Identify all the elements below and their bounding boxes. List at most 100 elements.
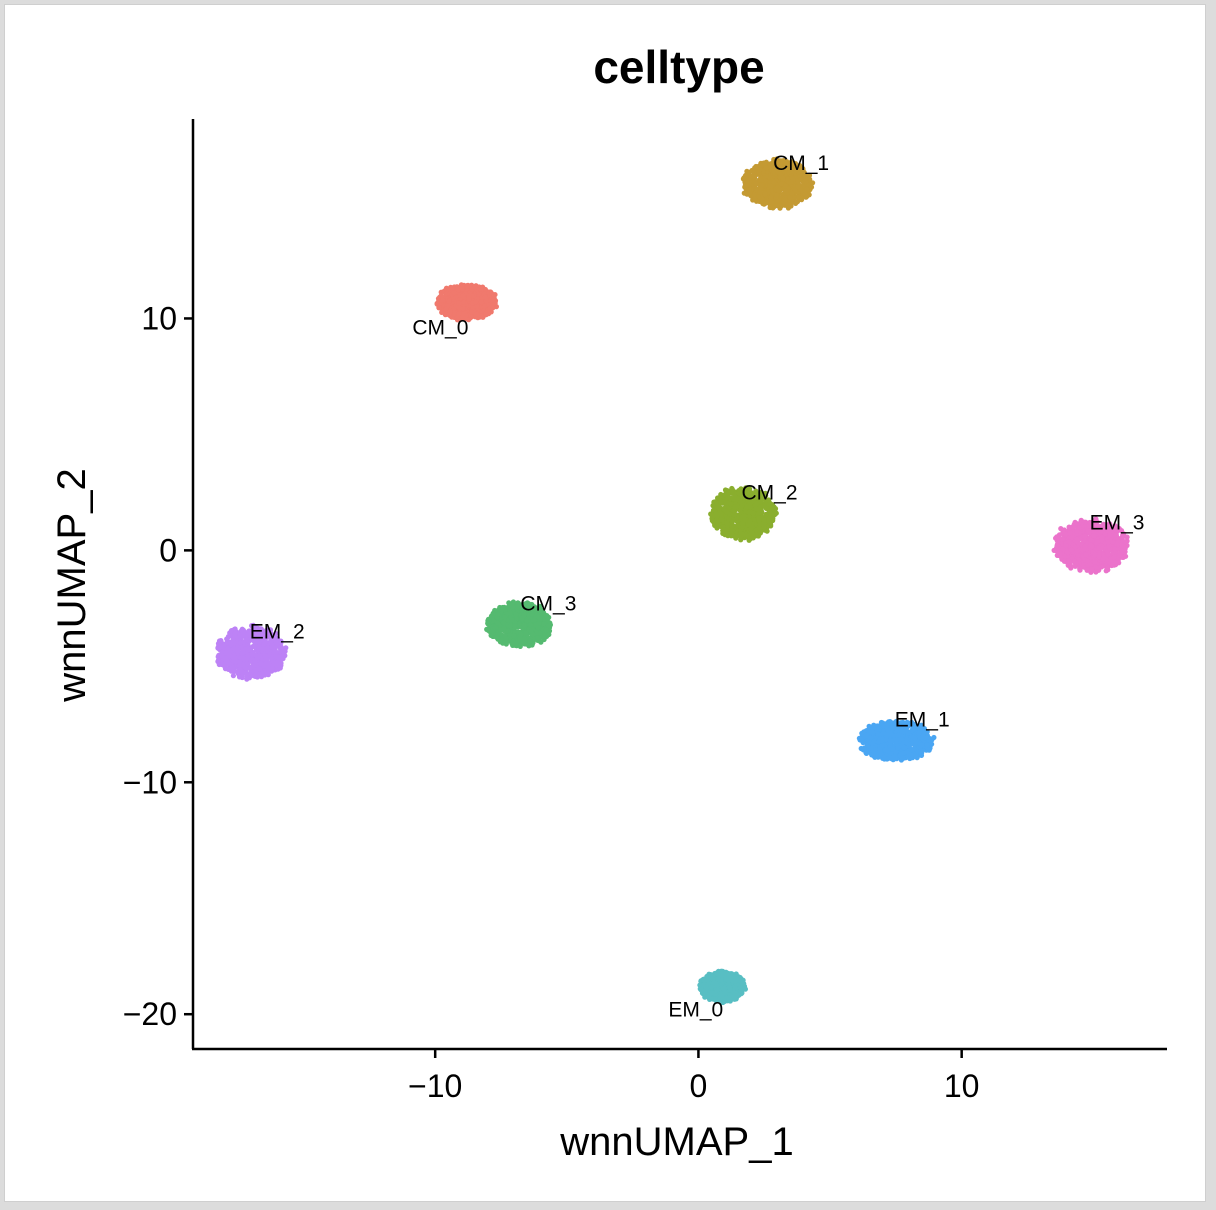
point xyxy=(912,735,918,741)
point xyxy=(859,738,865,744)
point xyxy=(752,165,758,171)
point xyxy=(446,298,452,304)
point xyxy=(767,204,773,211)
point xyxy=(724,520,730,526)
point xyxy=(502,640,508,646)
point xyxy=(883,723,889,730)
point xyxy=(241,656,247,663)
point xyxy=(703,985,710,991)
point xyxy=(447,309,453,315)
point xyxy=(763,199,769,206)
point xyxy=(709,984,715,990)
point xyxy=(511,633,517,639)
point xyxy=(784,163,790,169)
point xyxy=(521,622,527,628)
point xyxy=(708,973,714,980)
point xyxy=(771,179,777,185)
point xyxy=(459,286,465,292)
point xyxy=(244,672,250,678)
point xyxy=(745,533,751,539)
point xyxy=(890,746,896,752)
point xyxy=(750,510,756,516)
point xyxy=(230,665,236,671)
point xyxy=(722,527,729,533)
point xyxy=(739,531,746,537)
point xyxy=(530,631,536,638)
point xyxy=(262,653,268,659)
point xyxy=(775,159,781,165)
point xyxy=(924,742,930,748)
point xyxy=(787,194,793,200)
point xyxy=(908,747,914,753)
point xyxy=(715,976,721,982)
point xyxy=(805,174,811,180)
point xyxy=(536,620,542,627)
point xyxy=(761,521,767,527)
point xyxy=(242,665,248,671)
point xyxy=(478,299,484,305)
point xyxy=(757,189,763,195)
point xyxy=(731,512,738,518)
point xyxy=(778,181,784,187)
point xyxy=(510,641,516,647)
point xyxy=(257,666,263,672)
point xyxy=(495,635,501,641)
point xyxy=(247,646,253,653)
point xyxy=(764,528,770,534)
point xyxy=(789,190,795,196)
point xyxy=(873,725,879,731)
point xyxy=(466,296,472,302)
point xyxy=(763,505,770,511)
point xyxy=(877,746,883,753)
point xyxy=(728,974,734,981)
point xyxy=(279,653,285,659)
point xyxy=(257,653,263,660)
point xyxy=(451,290,457,296)
point xyxy=(256,645,262,651)
point xyxy=(720,492,726,499)
point xyxy=(918,742,924,748)
point xyxy=(727,984,733,990)
point xyxy=(537,616,543,622)
point xyxy=(230,673,236,679)
point xyxy=(797,162,803,169)
point xyxy=(509,617,515,623)
point xyxy=(804,186,810,192)
point xyxy=(742,182,749,188)
point xyxy=(239,650,245,656)
point xyxy=(863,750,869,756)
point xyxy=(231,640,237,646)
point xyxy=(239,632,245,638)
point xyxy=(509,602,515,608)
point xyxy=(230,654,236,660)
point xyxy=(250,663,256,670)
point xyxy=(788,179,794,185)
point xyxy=(785,205,792,211)
point xyxy=(494,620,501,626)
point xyxy=(252,672,259,678)
point xyxy=(896,732,902,738)
point xyxy=(219,653,225,659)
chart-frame: celltype CM_0 CM_1 CM_2 CM_3 EM_0 EM_1 EM_2 EM_… xyxy=(4,4,1206,1202)
point xyxy=(263,662,269,668)
point xyxy=(776,187,782,194)
point xyxy=(890,754,896,760)
point xyxy=(709,513,715,519)
point xyxy=(744,178,750,184)
point xyxy=(513,611,519,618)
point xyxy=(440,297,446,303)
point xyxy=(239,674,245,680)
cluster-cm-0-points xyxy=(434,282,499,323)
point xyxy=(799,197,805,203)
point xyxy=(782,183,789,189)
point xyxy=(738,505,744,511)
point xyxy=(240,639,247,645)
point xyxy=(271,659,277,666)
point xyxy=(716,505,722,511)
point xyxy=(887,738,894,744)
point xyxy=(782,197,789,203)
point xyxy=(714,987,721,993)
point xyxy=(875,731,881,737)
cluster-cm-2-points xyxy=(708,485,779,543)
point xyxy=(531,617,537,624)
